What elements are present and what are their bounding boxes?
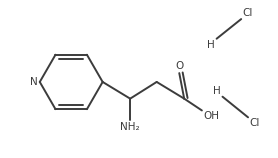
Text: NH₂: NH₂ [120,122,140,132]
Text: Cl: Cl [249,118,259,128]
Text: Cl: Cl [242,8,252,18]
Text: OH: OH [204,111,220,121]
Text: N: N [30,77,38,87]
Text: H: H [213,86,220,96]
Text: O: O [175,61,183,71]
Text: H: H [207,40,215,50]
